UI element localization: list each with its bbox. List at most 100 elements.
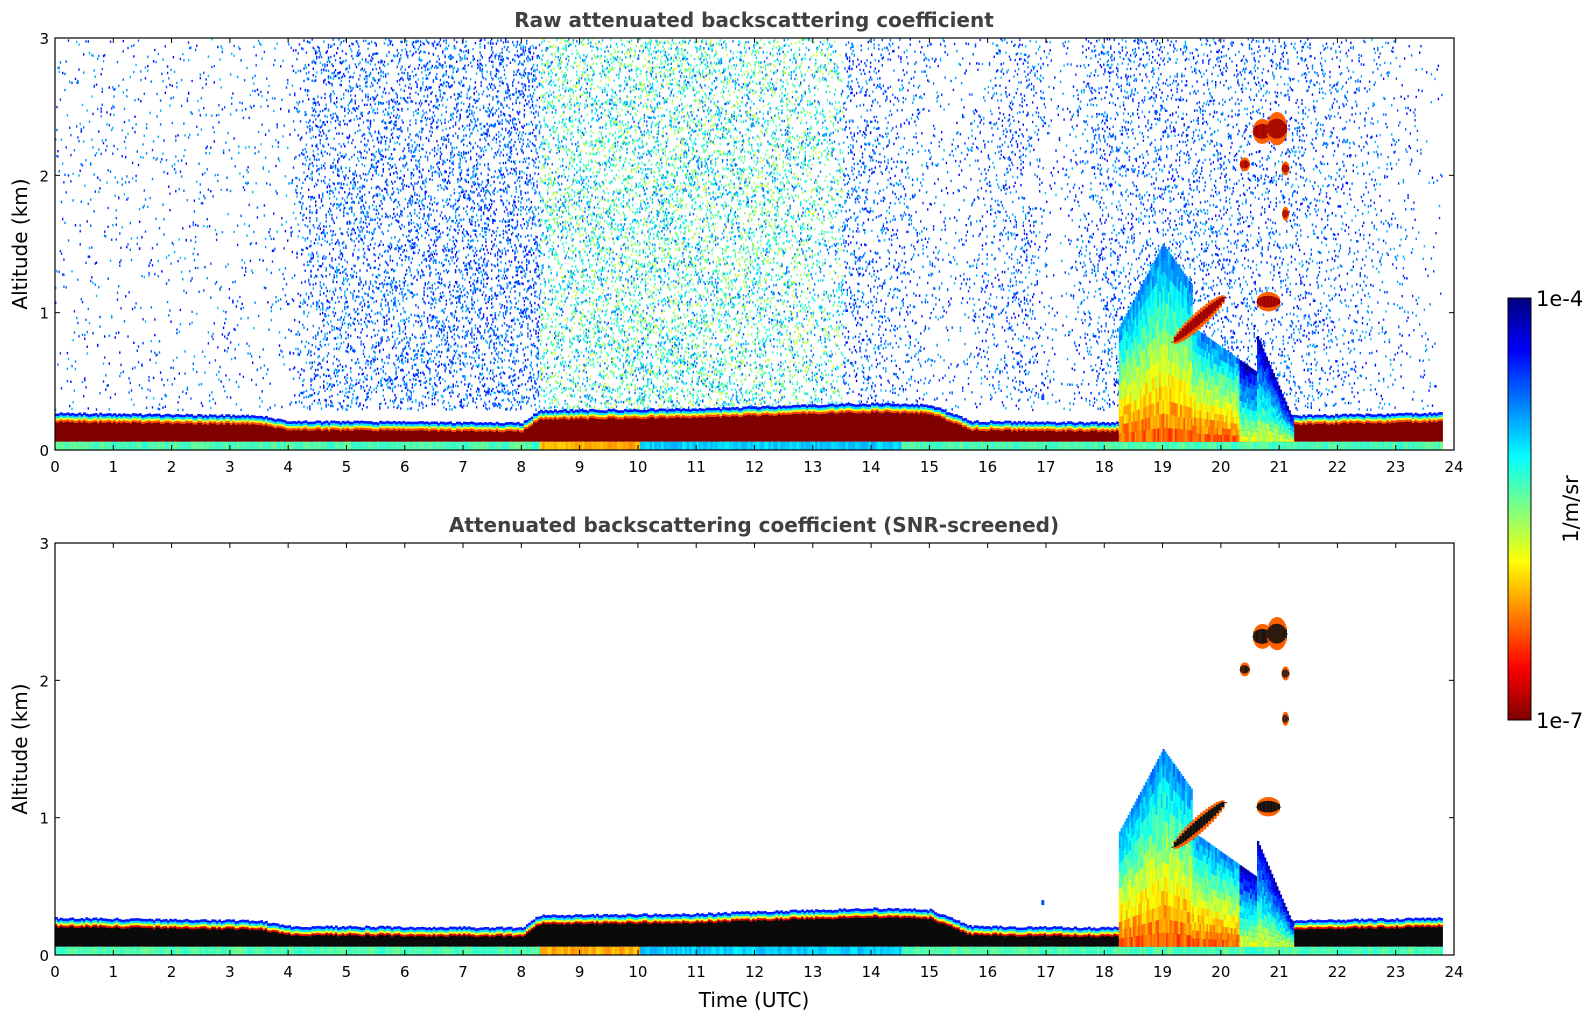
noise-speckle xyxy=(374,156,375,158)
noise-speckle xyxy=(370,316,371,318)
noise-speckle xyxy=(349,76,350,78)
noise-speckle xyxy=(308,98,309,100)
noise-speckle xyxy=(202,173,203,175)
noise-speckle xyxy=(317,402,318,404)
noise-speckle xyxy=(259,356,260,358)
noise-speckle xyxy=(367,320,368,322)
noise-speckle xyxy=(68,174,69,176)
noise-speckle xyxy=(370,244,371,246)
noise-speckle xyxy=(313,59,314,61)
noise-speckle xyxy=(168,186,169,188)
noise-speckle xyxy=(301,341,302,343)
noise-speckle xyxy=(303,379,304,381)
noise-speckle xyxy=(61,253,62,255)
noise-speckle xyxy=(344,302,345,304)
noise-speckle xyxy=(348,213,349,215)
noise-speckle xyxy=(296,333,297,335)
noise-speckle xyxy=(322,263,323,265)
noise-speckle xyxy=(282,288,283,290)
noise-speckle xyxy=(281,217,282,219)
noise-speckle xyxy=(320,376,321,378)
noise-speckle xyxy=(125,156,126,158)
noise-speckle xyxy=(333,248,334,250)
noise-speckle xyxy=(224,322,225,324)
noise-speckle xyxy=(358,45,359,47)
noise-speckle xyxy=(349,208,350,210)
noise-speckle xyxy=(344,110,345,112)
noise-speckle xyxy=(335,187,336,189)
noise-speckle xyxy=(115,88,116,90)
noise-speckle xyxy=(75,224,76,226)
noise-speckle xyxy=(319,299,320,301)
noise-speckle xyxy=(230,190,231,192)
noise-speckle xyxy=(343,400,344,402)
noise-speckle xyxy=(359,190,360,192)
noise-speckle xyxy=(169,84,170,86)
noise-speckle xyxy=(170,69,171,71)
noise-speckle xyxy=(391,286,392,288)
noise-speckle xyxy=(310,351,311,353)
noise-speckle xyxy=(202,202,203,204)
noise-speckle xyxy=(179,238,180,240)
noise-speckle xyxy=(316,233,317,235)
noise-speckle xyxy=(214,131,215,133)
noise-speckle xyxy=(265,287,266,289)
noise-speckle xyxy=(109,86,110,88)
noise-speckle xyxy=(116,332,117,334)
noise-speckle xyxy=(295,217,296,219)
noise-speckle xyxy=(362,211,363,213)
noise-speckle xyxy=(349,283,350,285)
noise-speckle xyxy=(384,398,385,400)
noise-speckle xyxy=(210,263,211,265)
noise-speckle xyxy=(327,332,328,334)
noise-speckle xyxy=(358,240,359,242)
noise-speckle xyxy=(307,40,308,42)
noise-speckle xyxy=(362,112,363,114)
noise-speckle xyxy=(335,112,336,114)
noise-speckle xyxy=(324,167,325,169)
noise-speckle xyxy=(207,277,208,279)
noise-speckle xyxy=(186,162,187,164)
noise-speckle xyxy=(83,53,84,55)
noise-speckle xyxy=(308,312,309,314)
noise-speckle xyxy=(300,212,301,214)
noise-speckle xyxy=(337,270,338,272)
noise-speckle xyxy=(225,311,226,313)
noise-speckle xyxy=(315,346,316,348)
noise-speckle xyxy=(146,396,147,398)
noise-speckle xyxy=(385,299,386,301)
noise-speckle xyxy=(167,379,168,381)
noise-speckle xyxy=(376,205,377,207)
noise-speckle xyxy=(252,362,253,364)
noise-speckle xyxy=(345,268,346,270)
noise-speckle xyxy=(229,332,230,334)
noise-speckle xyxy=(312,162,313,164)
noise-speckle xyxy=(330,266,331,268)
noise-speckle xyxy=(374,254,375,256)
noise-speckle xyxy=(175,155,176,157)
noise-speckle xyxy=(321,407,322,409)
noise-speckle xyxy=(209,400,210,402)
noise-speckle xyxy=(223,310,224,312)
noise-speckle xyxy=(381,384,382,386)
noise-speckle xyxy=(388,356,389,358)
noise-speckle xyxy=(145,66,146,68)
noise-speckle xyxy=(223,152,224,154)
noise-speckle xyxy=(89,322,90,324)
noise-speckle xyxy=(344,395,345,397)
noise-speckle xyxy=(383,395,384,397)
noise-speckle xyxy=(381,231,382,233)
noise-speckle xyxy=(351,239,352,241)
noise-speckle xyxy=(260,367,261,369)
noise-speckle xyxy=(267,368,268,370)
noise-speckle xyxy=(367,99,368,101)
noise-speckle xyxy=(326,275,327,277)
noise-speckle xyxy=(351,276,352,278)
noise-speckle xyxy=(244,79,245,81)
noise-speckle xyxy=(351,142,352,144)
noise-speckle xyxy=(317,374,318,376)
noise-speckle xyxy=(195,241,196,243)
noise-speckle xyxy=(67,380,68,382)
noise-speckle xyxy=(147,65,148,67)
noise-speckle xyxy=(327,361,328,363)
